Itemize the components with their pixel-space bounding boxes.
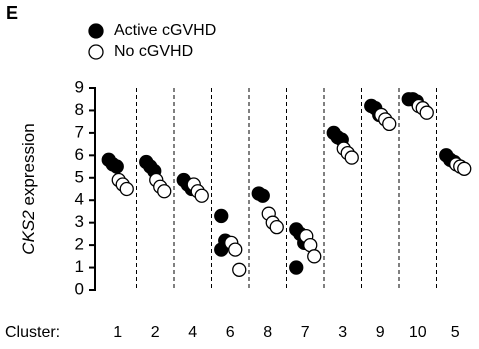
dot	[119, 181, 134, 197]
dot	[255, 188, 270, 203]
dot	[307, 249, 322, 264]
dot	[157, 184, 172, 199]
x-tick-label: 9	[376, 324, 385, 341]
dot	[457, 161, 472, 176]
y-tick-label: 6	[75, 145, 84, 164]
y-axis-label: CKS2 expression	[19, 123, 38, 254]
x-axis-label: Cluster:	[5, 324, 60, 341]
x-tick-label: 5	[451, 324, 460, 341]
y-tick-label: 9	[75, 77, 84, 96]
y-tick-label: 7	[75, 122, 84, 141]
dot	[109, 159, 124, 174]
legend-label: Active cGVHD	[114, 22, 216, 39]
y-tick-label: 8	[75, 100, 84, 119]
legend-marker	[88, 23, 104, 39]
y-tick-label: 2	[75, 235, 84, 254]
x-tick-label: 10	[409, 324, 427, 341]
dot	[232, 262, 247, 277]
panel-label: E	[6, 3, 18, 23]
dot	[382, 116, 397, 132]
dot	[344, 150, 359, 165]
x-tick-label: 3	[338, 324, 347, 341]
x-tick-label: 1	[113, 324, 122, 341]
x-tick-label: 8	[263, 324, 272, 341]
legend-marker	[88, 44, 104, 60]
x-tick-label: 6	[226, 324, 235, 341]
dot	[289, 260, 304, 275]
y-axis-label-gene: CKS2	[19, 210, 38, 255]
dot	[269, 220, 284, 235]
y-tick-label: 4	[75, 190, 84, 209]
y-tick-label: 1	[75, 257, 84, 276]
dot	[228, 242, 243, 257]
x-tick-label: 4	[188, 324, 197, 341]
legend-label: No cGVHD	[114, 43, 193, 60]
y-tick-label: 0	[75, 279, 84, 298]
y-tick-label: 3	[75, 212, 84, 231]
x-tick-label: 2	[151, 324, 160, 341]
dot	[214, 208, 229, 224]
y-axis-label-text: expression	[19, 123, 38, 205]
dot	[194, 188, 209, 203]
x-tick-label: 7	[301, 324, 310, 341]
y-tick-label: 5	[75, 167, 84, 186]
dot	[419, 105, 434, 120]
dot	[214, 242, 229, 257]
